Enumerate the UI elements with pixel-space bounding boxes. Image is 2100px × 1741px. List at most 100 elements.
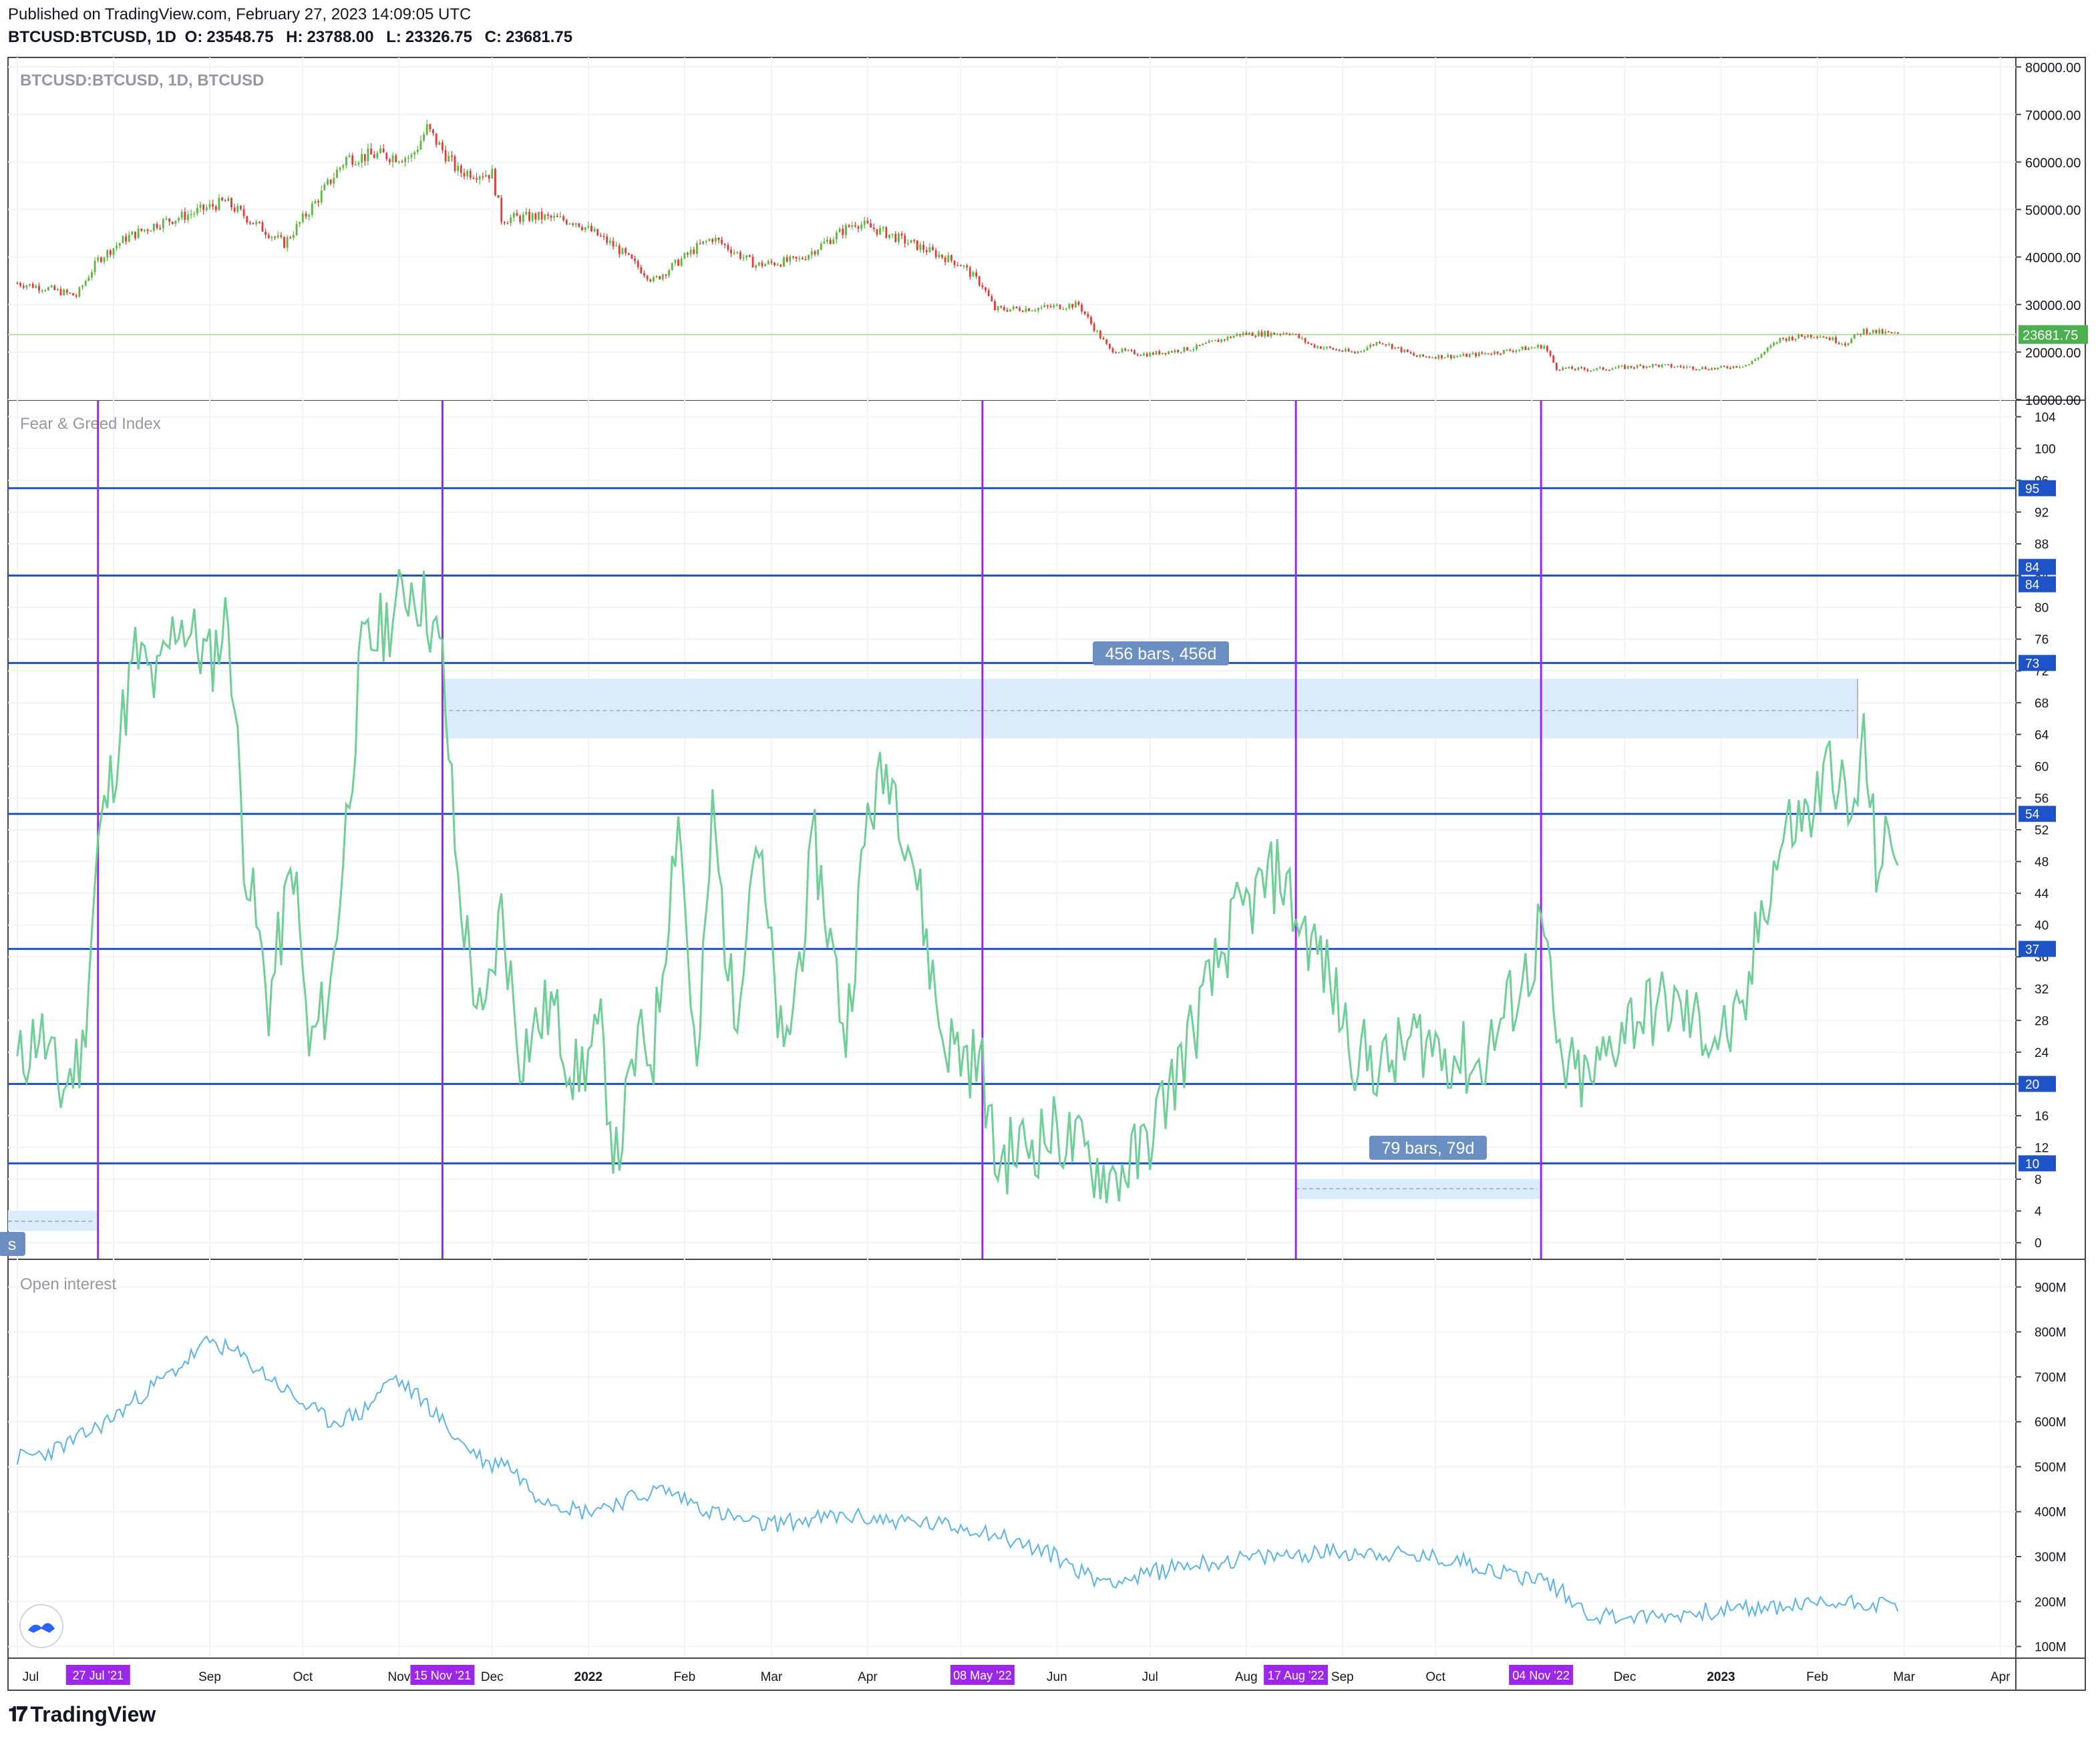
range-measure-456 [442,679,1858,739]
candle-body [1679,365,1682,367]
candle-body [608,241,611,243]
candle-body [1357,351,1359,353]
candle-body [693,249,695,254]
candle-body [472,178,475,179]
candle-body [103,257,106,263]
candle-body [785,257,788,262]
candle-body [497,195,500,198]
candle-body [1431,357,1433,359]
fg-axis-label: 4 [2035,1205,2042,1219]
range-label-79: 79 bars, 79d [1369,1136,1487,1160]
oi-axis-label: 800M [2035,1326,2067,1340]
candle-body [742,257,745,259]
candle-body [1741,366,1744,368]
candle-body [248,222,251,224]
price-axis-label: 40000.00 [2025,251,2081,266]
candle-body [730,249,732,254]
published-line: Published on TradingView.com, February 2… [8,5,472,23]
candle-body [44,290,47,292]
candle-body [301,213,304,222]
candle-body [1087,314,1089,317]
open-value: O: 23548.75 [184,28,274,46]
fg-axis-label: 104 [2035,411,2056,425]
candle-body [836,232,838,240]
candle-body [1285,333,1288,335]
candle-body [1571,366,1574,369]
candle-body [1518,349,1521,351]
candle-body [1208,341,1210,343]
candle-body [1366,347,1369,351]
candle-body [1837,343,1840,344]
candle-body [293,234,295,238]
candle-body [1648,366,1651,367]
candle-body [680,259,683,266]
candle-body [649,279,652,281]
annotation-text: 456 bars, 456d [1105,645,1217,663]
candle-body [755,265,757,268]
candle-body [295,224,298,235]
candle-body [442,142,444,150]
price-axis-label: 20000.00 [2025,346,2081,361]
candle-body [230,198,232,208]
candle-body [1385,344,1387,345]
candle-body [618,245,621,255]
candle-body [1428,356,1431,358]
candle-body [606,236,608,243]
candle-body [1654,364,1657,365]
price-axis-label: 30000.00 [2025,299,2081,313]
candle-body [757,262,760,266]
time-axis-label: Feb [1806,1670,1828,1684]
candle-body [488,174,490,179]
candle-body [723,243,726,245]
candle-body [987,290,990,297]
candle-body [739,252,741,259]
candle-body [1664,364,1667,365]
candle-body [91,272,93,278]
candle-body [1875,329,1878,333]
candle-body [934,250,937,257]
candle-body [665,274,667,276]
candle-body [1422,354,1425,357]
level-text: 20 [2025,1078,2039,1092]
candle-body [1021,311,1024,312]
time-axis-label: Dec [1614,1670,1636,1684]
candle-body [1170,351,1173,353]
candle-body [1196,345,1198,349]
candle-body [348,155,351,158]
candle-body [525,212,528,215]
candle-body [556,216,558,217]
candle-body [116,245,118,249]
oi-axis-label: 900M [2035,1281,2067,1295]
candle-body [1530,347,1533,349]
candle-body [199,204,202,208]
candle-body [612,241,615,247]
candle-body [593,228,596,232]
candle-body [749,255,751,257]
candle-body [538,212,540,220]
candle-body [1400,347,1403,352]
candle-body [910,240,912,243]
candle-body [1775,342,1778,344]
candle-body [1379,341,1381,343]
candle-body [602,236,605,237]
candle-body [581,226,583,230]
time-axis-highlight: 08 May '22 [950,1665,1015,1685]
candle-body [299,222,301,224]
highlight-text: 08 May '22 [953,1669,1012,1682]
candle-body [1745,365,1747,367]
range-label-left: s [0,1232,25,1256]
highlight-text: 27 Jul '21 [72,1669,124,1682]
candle-body [1031,310,1033,312]
candle-body [156,223,158,228]
fg-axis-label: 76 [2035,633,2049,647]
candle-body [991,296,993,302]
candle-body [448,156,450,162]
candle-body [1717,367,1719,369]
candle-body [444,150,447,162]
candle-body [1822,336,1825,338]
candle-body [128,234,130,242]
candle-body [767,261,769,265]
candle-body [981,285,984,288]
candle-body [562,216,565,220]
